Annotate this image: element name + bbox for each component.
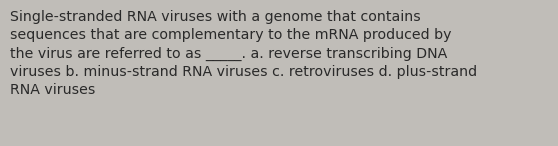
Text: Single-stranded RNA viruses with a genome that contains
sequences that are compl: Single-stranded RNA viruses with a genom…: [10, 10, 477, 97]
